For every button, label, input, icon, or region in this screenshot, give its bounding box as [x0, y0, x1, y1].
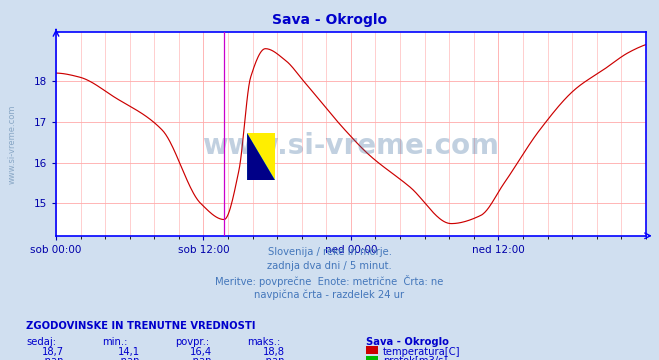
Text: pretok[m3/s]: pretok[m3/s] — [383, 356, 447, 360]
Text: zadnja dva dni / 5 minut.: zadnja dva dni / 5 minut. — [267, 261, 392, 271]
Text: 18,8: 18,8 — [262, 347, 285, 357]
Text: -nan: -nan — [262, 356, 285, 360]
Text: -nan: -nan — [190, 356, 212, 360]
Text: sedaj:: sedaj: — [26, 337, 57, 347]
Text: temperatura[C]: temperatura[C] — [383, 347, 461, 357]
Polygon shape — [247, 133, 275, 180]
Polygon shape — [247, 133, 275, 180]
Text: ZGODOVINSKE IN TRENUTNE VREDNOSTI: ZGODOVINSKE IN TRENUTNE VREDNOSTI — [26, 321, 256, 331]
Text: www.si-vreme.com: www.si-vreme.com — [202, 132, 500, 160]
Text: 18,7: 18,7 — [42, 347, 64, 357]
Text: 14,1: 14,1 — [117, 347, 140, 357]
Text: www.si-vreme.com: www.si-vreme.com — [8, 104, 17, 184]
Text: Sava - Okroglo: Sava - Okroglo — [366, 337, 449, 347]
Text: 16,4: 16,4 — [190, 347, 212, 357]
Text: -nan: -nan — [117, 356, 140, 360]
Text: -nan: -nan — [42, 356, 64, 360]
Text: Slovenija / reke in morje.: Slovenija / reke in morje. — [268, 247, 391, 257]
Text: Sava - Okroglo: Sava - Okroglo — [272, 13, 387, 27]
Text: povpr.:: povpr.: — [175, 337, 209, 347]
Text: Meritve: povprečne  Enote: metrične  Črta: ne: Meritve: povprečne Enote: metrične Črta:… — [215, 275, 444, 287]
Text: min.:: min.: — [102, 337, 128, 347]
Text: maks.:: maks.: — [247, 337, 280, 347]
Text: navpična črta - razdelek 24 ur: navpična črta - razdelek 24 ur — [254, 290, 405, 300]
